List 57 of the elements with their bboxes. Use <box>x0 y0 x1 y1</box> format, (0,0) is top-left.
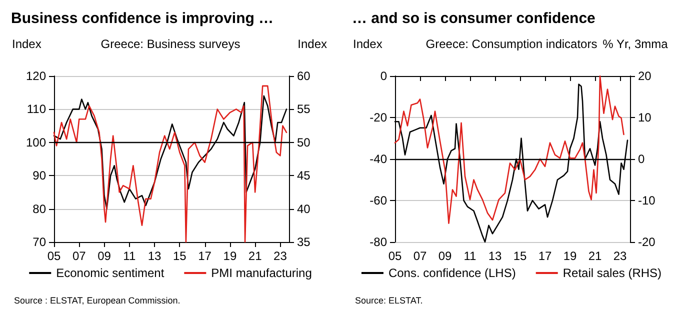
y2-tick-label: 35 <box>297 235 311 249</box>
x-tick-label: 13 <box>148 249 162 263</box>
y-tick-label: 0 <box>380 69 388 83</box>
y-tick-label: 80 <box>32 202 46 216</box>
y-tick-label: -40 <box>370 152 388 166</box>
y2-tick-label: 0 <box>638 152 645 166</box>
y2-axis-title: Index <box>298 37 328 51</box>
y2-tick-label: 60 <box>297 69 311 83</box>
x-tick-label: 11 <box>464 249 477 263</box>
y2-axis-title: % Yr, 3mma <box>602 37 668 51</box>
source-note: Source : ELSTAT, European Commission. <box>14 296 180 306</box>
x-tick-label: 15 <box>513 249 527 263</box>
y-tick-label: -60 <box>370 194 388 208</box>
chart-subtitle: Greece: Business surveys <box>100 37 240 51</box>
legend-label: Economic sentiment <box>56 266 165 280</box>
y-tick-label: 120 <box>26 69 46 83</box>
y2-tick-label: -20 <box>638 235 656 249</box>
x-tick-label: 05 <box>388 249 402 263</box>
x-tick-label: 21 <box>248 249 262 263</box>
y2-tick-label: 55 <box>297 102 311 116</box>
x-tick-label: 13 <box>488 249 502 263</box>
legend-label: Cons. confidence (LHS) <box>388 266 516 280</box>
y2-tick-label: 45 <box>297 168 311 183</box>
x-tick-label: 17 <box>538 249 552 263</box>
chart-title: Business confidence is improving … <box>11 10 274 27</box>
line-series <box>394 75 624 224</box>
chart-title: … and so is consumer confidence <box>352 10 596 27</box>
y-tick-label: 110 <box>26 102 46 116</box>
x-tick-label: 11 <box>123 249 136 263</box>
x-tick-label: 23 <box>613 249 627 263</box>
x-tick-label: 23 <box>274 249 288 263</box>
y-tick-label: -20 <box>370 110 388 124</box>
y2-tick-label: 20 <box>638 69 652 83</box>
x-tick-label: 19 <box>223 249 237 263</box>
legend-label: PMI manufacturing <box>211 266 312 280</box>
x-tick-label: 07 <box>413 249 427 263</box>
legend-label: Retail sales (RHS) <box>562 266 662 280</box>
y2-tick-label: -10 <box>638 194 656 208</box>
y-axis-title: Index <box>12 37 42 51</box>
y-tick-label: -80 <box>370 235 388 249</box>
x-tick-label: 21 <box>588 249 602 263</box>
chart-subtitle: Greece: Consumption indicators <box>426 37 598 51</box>
source-note: Source: ELSTAT. <box>355 296 423 306</box>
y-tick-label: 70 <box>32 235 46 249</box>
x-tick-label: 15 <box>172 249 187 263</box>
y2-tick-label: 50 <box>297 135 311 150</box>
y-tick-label: 100 <box>26 135 46 150</box>
x-tick-label: 09 <box>438 249 452 263</box>
x-tick-label: 17 <box>198 249 212 263</box>
x-tick-label: 09 <box>98 249 112 263</box>
x-tick-label: 07 <box>72 249 86 263</box>
x-tick-label: 19 <box>563 249 577 263</box>
y-axis-title: Index <box>353 37 382 51</box>
x-tick-label: 05 <box>47 249 61 263</box>
y2-tick-label: 40 <box>297 202 311 216</box>
y-tick-label: 90 <box>32 168 46 183</box>
y2-tick-label: 10 <box>638 110 652 124</box>
